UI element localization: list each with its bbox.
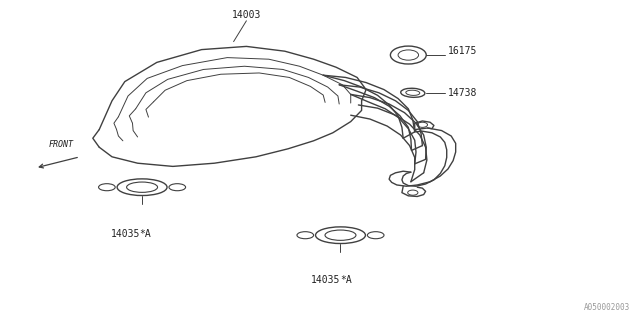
Text: *A: *A — [140, 229, 151, 239]
Text: *A: *A — [340, 275, 351, 285]
Text: 14035: 14035 — [311, 275, 340, 285]
Text: 14738: 14738 — [448, 88, 477, 99]
Text: 14003: 14003 — [232, 10, 261, 20]
Text: 16175: 16175 — [448, 46, 477, 56]
Text: FRONT: FRONT — [48, 140, 74, 149]
Text: 14035: 14035 — [111, 229, 140, 239]
Text: A050002003: A050002003 — [584, 303, 630, 312]
